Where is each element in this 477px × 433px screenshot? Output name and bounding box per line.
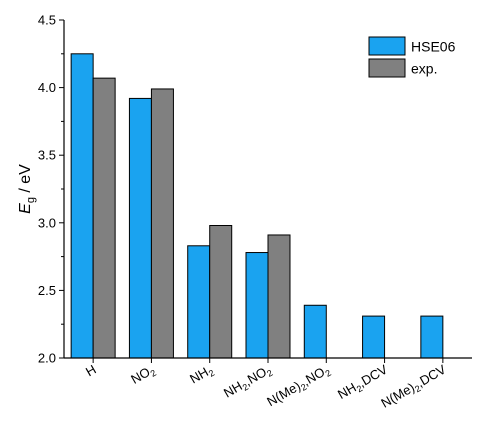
- y-tick-label: 2.0: [38, 351, 56, 366]
- bar-exp-3: [267, 234, 291, 359]
- bar-exp-2: [209, 225, 233, 359]
- x-tick-label: NO2: [128, 362, 158, 389]
- x-tick-label: N(Me)2,DCV: [378, 361, 449, 412]
- y-tick-label: 3.0: [38, 215, 56, 230]
- y-tick-label: 2.5: [38, 283, 56, 298]
- bar-hse06-6: [420, 315, 444, 359]
- x-tick-label: H: [83, 362, 99, 380]
- y-axis-label: Eg / eV: [17, 164, 37, 214]
- legend-swatch: [368, 36, 406, 56]
- y-tick-label: 4.5: [38, 13, 56, 28]
- bar-hse06-2: [187, 245, 211, 359]
- bar-hse06-4: [303, 304, 327, 359]
- legend-label: HSE06: [411, 39, 456, 55]
- bar-hse06-3: [245, 252, 269, 359]
- bar-exp-1: [150, 88, 174, 359]
- bar-exp-0: [92, 77, 116, 359]
- bar-hse06-5: [362, 315, 386, 359]
- bar-hse06-1: [128, 97, 152, 359]
- plot-area: [70, 53, 444, 359]
- x-tick-label: N(Me)2,NO2: [264, 362, 332, 411]
- y-tick-label: 4.0: [38, 80, 56, 95]
- legend-label: exp.: [411, 61, 437, 77]
- x-tick-label: NH2: [187, 362, 216, 389]
- legend: HSE06 exp.: [368, 36, 456, 78]
- bar-hse06-0: [70, 53, 94, 359]
- legend-swatch: [368, 58, 406, 78]
- y-tick-label: 3.5: [38, 148, 56, 163]
